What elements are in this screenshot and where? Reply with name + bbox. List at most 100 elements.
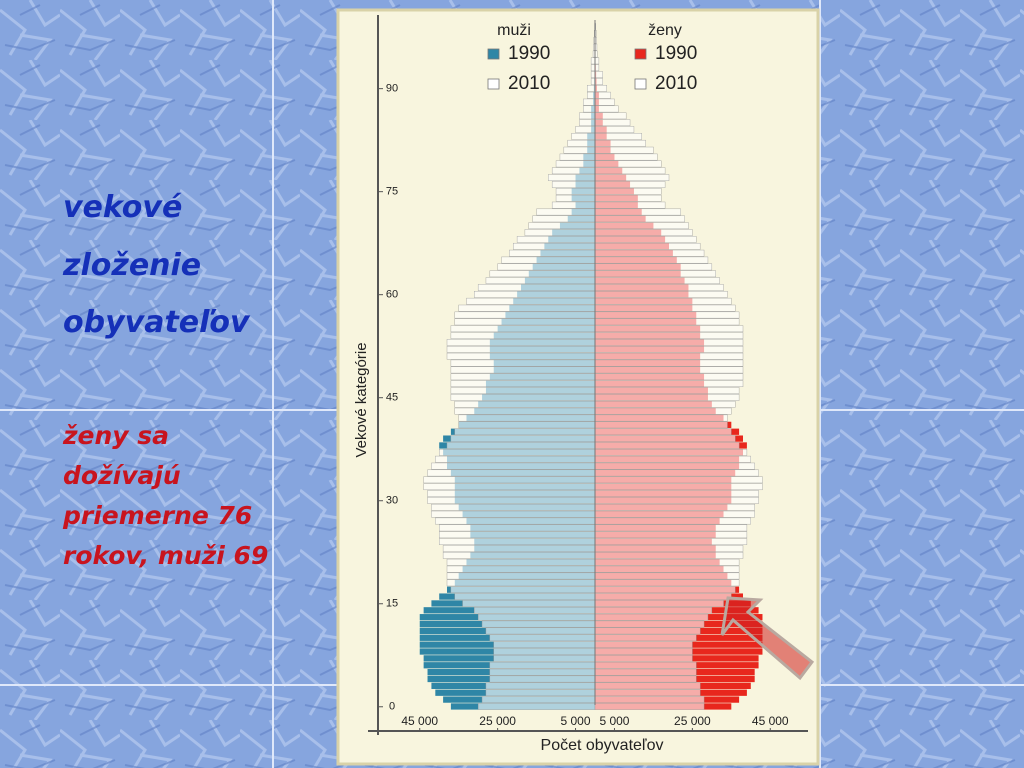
bar — [477, 613, 596, 621]
bar — [594, 428, 732, 436]
bar — [594, 545, 744, 552]
bar — [594, 400, 736, 408]
bar — [594, 675, 697, 683]
bar — [594, 64, 600, 72]
bar — [466, 297, 596, 305]
bar — [551, 181, 596, 188]
x-tick-label: 45 000 — [401, 714, 438, 728]
bar — [427, 490, 596, 497]
bar — [571, 133, 596, 140]
bar — [474, 606, 596, 614]
bar — [481, 696, 596, 703]
x-tick-label: 5 000 — [599, 714, 629, 728]
y-tick-label: 60 — [386, 289, 398, 301]
bar — [423, 483, 596, 491]
bar — [446, 579, 596, 587]
bar — [551, 167, 596, 175]
bar — [450, 435, 596, 442]
bar — [594, 146, 654, 154]
bar — [450, 332, 596, 339]
bar — [594, 167, 666, 175]
legend-swatch — [487, 48, 500, 60]
bar — [594, 668, 697, 676]
bar — [594, 476, 763, 484]
bar — [501, 256, 596, 264]
bar — [594, 435, 736, 442]
bar — [536, 208, 596, 216]
bar — [594, 105, 619, 113]
bar — [442, 552, 596, 559]
bar — [524, 229, 596, 236]
bar — [583, 105, 596, 113]
bar — [458, 414, 596, 422]
bar — [594, 696, 705, 703]
legend-group-title: ženy — [648, 22, 682, 39]
bar — [489, 668, 596, 676]
bar — [590, 78, 596, 85]
y-tick-label: 90 — [386, 83, 398, 95]
bar — [555, 188, 596, 195]
bar — [594, 407, 732, 415]
bar — [594, 98, 615, 106]
bar — [594, 119, 631, 127]
bar — [450, 394, 596, 401]
bar — [594, 181, 666, 188]
bar — [594, 462, 755, 470]
bar — [594, 160, 662, 168]
bar — [594, 359, 744, 367]
bar — [594, 325, 744, 333]
legend-swatch — [487, 78, 500, 90]
bar — [446, 558, 596, 566]
bar — [454, 400, 596, 408]
x-tick-label: 25 000 — [479, 714, 516, 728]
bar — [454, 318, 596, 326]
bar — [450, 387, 596, 394]
bar — [477, 284, 596, 291]
bar — [594, 57, 600, 65]
bar — [594, 277, 720, 284]
bar — [594, 380, 744, 388]
bar — [532, 215, 596, 223]
bar — [427, 469, 596, 477]
bar — [594, 442, 740, 449]
bar — [594, 394, 740, 401]
bar — [594, 661, 697, 669]
legend-group-title: muži — [497, 22, 531, 39]
bar — [594, 339, 744, 346]
x-tick-label: 5 000 — [561, 714, 591, 728]
bar — [594, 682, 701, 690]
bar — [594, 345, 744, 353]
bar — [493, 641, 596, 648]
bar — [594, 318, 740, 326]
y-tick-label: 0 — [389, 701, 395, 713]
bar — [594, 71, 603, 78]
bar — [594, 586, 736, 594]
bar — [594, 366, 744, 374]
bar — [590, 64, 596, 72]
bar — [454, 428, 596, 436]
note-line: priemerne 76 — [63, 501, 253, 530]
bar — [446, 345, 596, 353]
bar — [594, 222, 689, 230]
bar — [485, 277, 596, 284]
bar — [594, 270, 716, 278]
y-tick-label: 15 — [386, 598, 398, 610]
bar — [458, 421, 596, 429]
bar — [594, 558, 740, 566]
bar — [450, 366, 596, 374]
bar — [439, 531, 596, 539]
bar — [493, 648, 596, 655]
bar — [594, 91, 611, 99]
bar — [555, 194, 596, 202]
bar — [489, 675, 596, 683]
bar — [454, 593, 596, 600]
bar — [594, 242, 701, 250]
bar — [594, 469, 759, 477]
bar — [594, 208, 681, 216]
bar — [555, 160, 596, 168]
bar — [594, 449, 748, 456]
bar — [446, 352, 596, 360]
bar — [462, 600, 596, 607]
